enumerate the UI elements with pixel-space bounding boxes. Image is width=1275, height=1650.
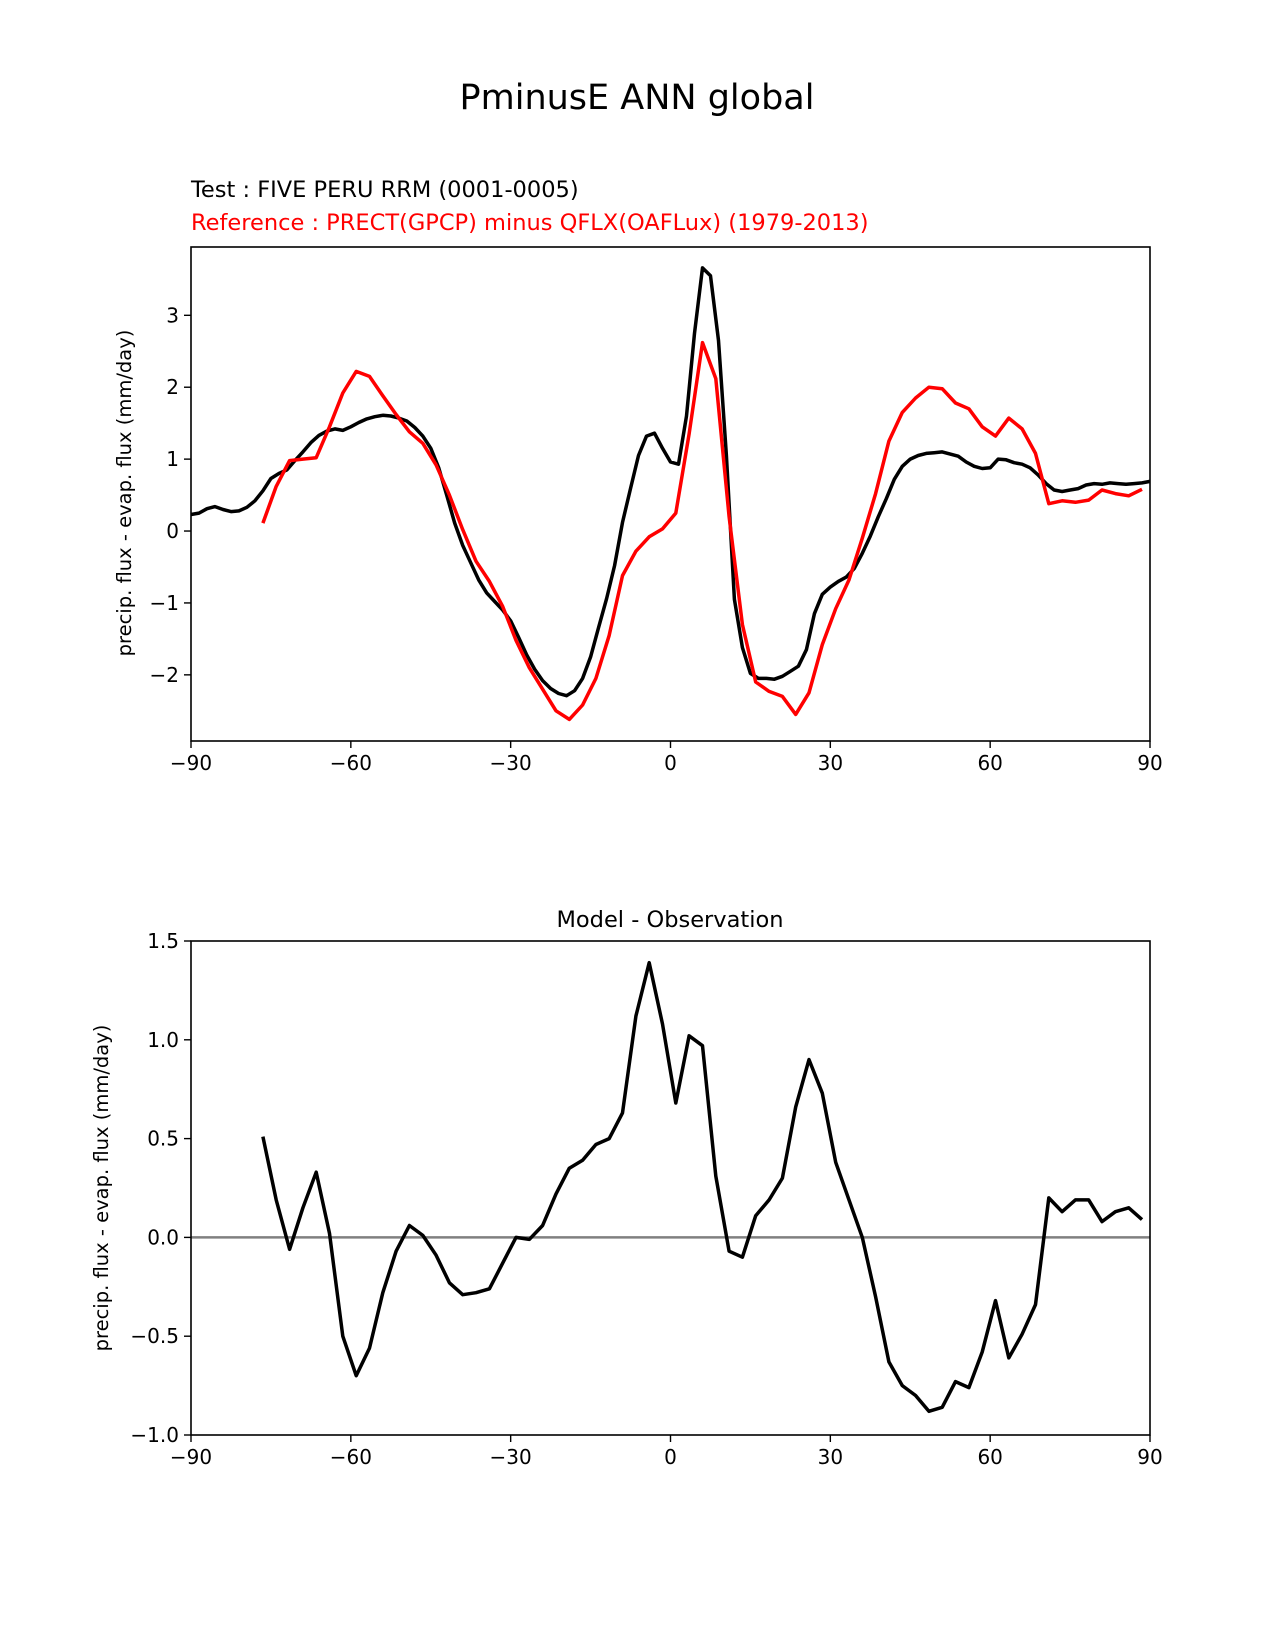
bottom-panel-ytick-label: −1.0	[130, 1423, 179, 1447]
bottom-panel-series-difference-line	[261, 960, 1144, 1414]
top-panel-reference-title: Reference : PRECT(GPCP) minus QFLX(OAFLu…	[191, 210, 868, 236]
bottom-panel-lines	[191, 960, 1150, 1414]
bottom-panel-ytick-label: 0.0	[147, 1225, 179, 1249]
bottom-panel-xtick-label: 60	[977, 1445, 1002, 1469]
bottom-panel-ticks: −90 −60 −30 0 30 60 90 −1.0 −0.5 0.0 0.5 1.0 1.5	[130, 929, 1162, 1469]
bottom-panel-title: Model - Observation	[557, 907, 784, 933]
bottom-panel-xtick-label: −30	[490, 1445, 532, 1469]
top-panel-series-reference-line	[261, 340, 1143, 722]
top-panel-xtick-label: 0	[664, 751, 677, 775]
top-panel-series-test-line	[190, 266, 1151, 698]
top-panel-xtick-label: 60	[977, 751, 1002, 775]
top-panel: Test : FIVE PERU RRM (0001-0005) Referen…	[113, 177, 1163, 775]
top-panel-ytick-label: 1	[166, 447, 179, 471]
top-panel-ticks: −90 −60 −30 0 30 60 90 −2 −1 0 1 2 3	[150, 303, 1163, 775]
bottom-panel-ytick-label: 1.0	[147, 1028, 179, 1052]
top-panel-ylabel: precip. flux - evap. flux (mm/day)	[113, 330, 136, 657]
bottom-panel-ytick-label: −0.5	[130, 1324, 179, 1348]
top-panel-ytick-label: 3	[166, 303, 179, 327]
bottom-panel-xtick-label: −90	[170, 1445, 212, 1469]
top-panel-xtick-label: 90	[1137, 751, 1162, 775]
bottom-panel-xtick-label: 30	[818, 1445, 843, 1469]
bottom-panel-ytick-label: 1.5	[147, 929, 179, 953]
bottom-panel-xtick-label: 0	[664, 1445, 677, 1469]
top-panel-xtick-label: 30	[818, 751, 843, 775]
bottom-panel-xtick-label: −60	[330, 1445, 372, 1469]
bottom-panel-ytick-label: 0.5	[147, 1127, 179, 1151]
top-panel-lines	[190, 266, 1151, 722]
top-panel-axes-frame	[190, 246, 1151, 742]
top-panel-ytick-label: 2	[166, 375, 179, 399]
bottom-panel-axes-frame	[190, 940, 1151, 1436]
top-panel-test-title: Test : FIVE PERU RRM (0001-0005)	[190, 177, 579, 203]
top-panel-xtick-label: −60	[330, 751, 372, 775]
top-panel-ytick-label: 0	[166, 519, 179, 543]
top-panel-ytick-label: −2	[150, 663, 179, 687]
bottom-panel-ylabel: precip. flux - evap. flux (mm/day)	[90, 1025, 113, 1352]
top-panel-ytick-label: −1	[150, 591, 179, 615]
figure-title: PminusE ANN global	[460, 78, 815, 118]
top-panel-xtick-label: −30	[490, 751, 532, 775]
top-panel-xtick-label: −90	[170, 751, 212, 775]
bottom-panel-xtick-label: 90	[1137, 1445, 1162, 1469]
bottom-panel: Model - Observation precip. flux - evap.…	[90, 907, 1163, 1469]
